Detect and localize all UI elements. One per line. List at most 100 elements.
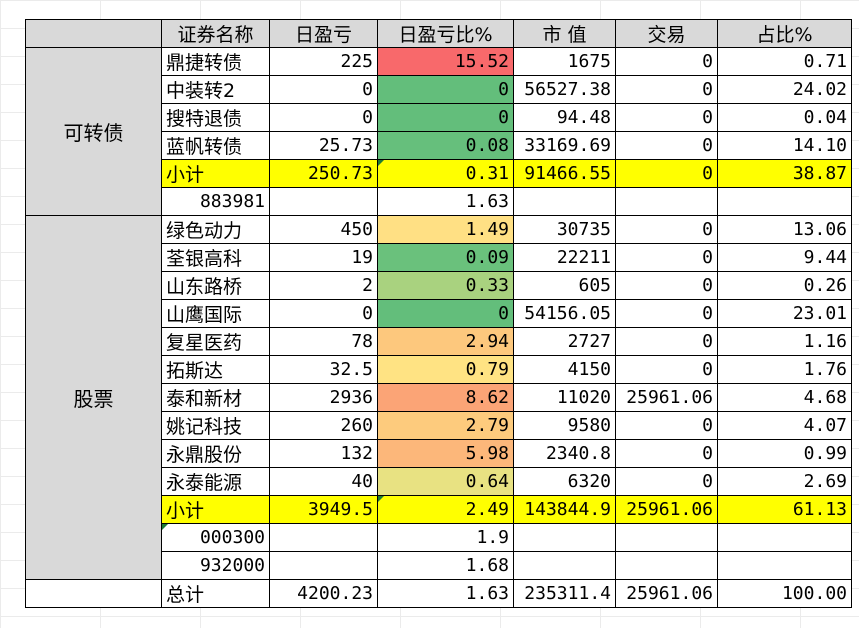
daily-pnl-pct-cell[interactable]: 5.98 [377,439,514,468]
trade-cell[interactable]: 0 [615,355,718,384]
empty-cell[interactable] [513,523,616,552]
share-pct-cell[interactable]: 0.04 [717,103,852,132]
security-name-cell[interactable]: 拓斯达 [161,355,270,384]
share-pct-cell[interactable]: 24.02 [717,75,852,104]
subtotal-pct-cell[interactable]: 2.49 [377,495,514,524]
empty-cell[interactable] [513,551,616,580]
subtotal-share-cell[interactable]: 61.13 [717,495,852,524]
daily-pnl-cell[interactable]: 0 [269,75,378,104]
index-pct-cell[interactable]: 1.63 [377,187,514,216]
security-name-cell[interactable]: 永鼎股份 [161,439,270,468]
share-pct-cell[interactable]: 0.71 [717,47,852,76]
share-pct-cell[interactable]: 1.76 [717,355,852,384]
share-pct-cell[interactable]: 4.07 [717,411,852,440]
share-pct-cell[interactable]: 0.99 [717,439,852,468]
trade-cell[interactable]: 25961.06 [615,383,718,412]
total-trade-cell[interactable]: 25961.06 [615,579,718,608]
security-name-cell[interactable]: 泰和新材 [161,383,270,412]
header-cell[interactable]: 市 值 [513,19,616,48]
index-pct-cell[interactable]: 1.9 [377,523,514,552]
daily-pnl-pct-cell[interactable]: 2.79 [377,411,514,440]
trade-cell[interactable]: 0 [615,243,718,272]
empty-cell[interactable] [615,523,718,552]
daily-pnl-cell[interactable]: 40 [269,467,378,496]
header-cell[interactable]: 日盈亏比% [377,19,514,48]
subtotal-label-cell[interactable]: 小计 [161,495,270,524]
daily-pnl-cell[interactable]: 0 [269,299,378,328]
share-pct-cell[interactable]: 14.10 [717,131,852,160]
daily-pnl-pct-cell[interactable]: 0.79 [377,355,514,384]
empty-cell[interactable] [615,551,718,580]
security-name-cell[interactable]: 复星医药 [161,327,270,356]
daily-pnl-cell[interactable]: 2936 [269,383,378,412]
subtotal-pct-cell[interactable]: 0.31 [377,159,514,188]
daily-pnl-cell[interactable]: 450 [269,215,378,244]
subtotal-pnl-cell[interactable]: 3949.5 [269,495,378,524]
header-cell[interactable]: 占比% [717,19,852,48]
subtotal-mv-cell[interactable]: 143844.9 [513,495,616,524]
trade-cell[interactable]: 0 [615,327,718,356]
daily-pnl-pct-cell[interactable]: 1.49 [377,215,514,244]
daily-pnl-pct-cell[interactable]: 0.33 [377,271,514,300]
subtotal-label-cell[interactable]: 小计 [161,159,270,188]
security-name-cell[interactable]: 山鹰国际 [161,299,270,328]
total-blank-cell[interactable] [25,579,162,608]
trade-cell[interactable]: 0 [615,47,718,76]
subtotal-share-cell[interactable]: 38.87 [717,159,852,188]
market-value-cell[interactable]: 54156.05 [513,299,616,328]
daily-pnl-cell[interactable]: 0 [269,103,378,132]
trade-cell[interactable]: 0 [615,411,718,440]
daily-pnl-pct-cell[interactable]: 0.09 [377,243,514,272]
share-pct-cell[interactable]: 4.68 [717,383,852,412]
daily-pnl-cell[interactable]: 32.5 [269,355,378,384]
daily-pnl-pct-cell[interactable]: 0.64 [377,467,514,496]
group-label-convertible[interactable]: 可转债 [25,47,162,216]
subtotal-pnl-cell[interactable]: 250.73 [269,159,378,188]
share-pct-cell[interactable]: 2.69 [717,467,852,496]
market-value-cell[interactable]: 6320 [513,467,616,496]
empty-cell[interactable] [269,187,378,216]
daily-pnl-pct-cell[interactable]: 2.94 [377,327,514,356]
header-cell[interactable]: 交易 [615,19,718,48]
daily-pnl-cell[interactable]: 132 [269,439,378,468]
share-pct-cell[interactable]: 9.44 [717,243,852,272]
security-name-cell[interactable]: 绿色动力 [161,215,270,244]
subtotal-trade-cell[interactable]: 0 [615,159,718,188]
daily-pnl-pct-cell[interactable]: 0 [377,103,514,132]
trade-cell[interactable]: 0 [615,271,718,300]
total-share-cell[interactable]: 100.00 [717,579,852,608]
security-name-cell[interactable]: 鼎捷转债 [161,47,270,76]
trade-cell[interactable]: 0 [615,75,718,104]
index-pct-cell[interactable]: 1.68 [377,551,514,580]
total-pnl-cell[interactable]: 4200.23 [269,579,378,608]
daily-pnl-cell[interactable]: 19 [269,243,378,272]
market-value-cell[interactable]: 2340.8 [513,439,616,468]
share-pct-cell[interactable]: 23.01 [717,299,852,328]
trade-cell[interactable]: 0 [615,103,718,132]
market-value-cell[interactable]: 22211 [513,243,616,272]
index-code-cell[interactable]: 000300 [161,523,270,552]
index-code-cell[interactable]: 883981 [161,187,270,216]
daily-pnl-pct-cell[interactable]: 0.08 [377,131,514,160]
total-pct-cell[interactable]: 1.63 [377,579,514,608]
daily-pnl-pct-cell[interactable]: 15.52 [377,47,514,76]
share-pct-cell[interactable]: 13.06 [717,215,852,244]
empty-cell[interactable] [615,187,718,216]
daily-pnl-cell[interactable]: 2 [269,271,378,300]
daily-pnl-pct-cell[interactable]: 0 [377,299,514,328]
market-value-cell[interactable]: 11020 [513,383,616,412]
share-pct-cell[interactable]: 0.26 [717,271,852,300]
empty-cell[interactable] [513,187,616,216]
market-value-cell[interactable]: 56527.38 [513,75,616,104]
daily-pnl-cell[interactable]: 78 [269,327,378,356]
empty-cell[interactable] [717,523,852,552]
market-value-cell[interactable]: 30735 [513,215,616,244]
index-code-cell[interactable]: 932000 [161,551,270,580]
daily-pnl-pct-cell[interactable]: 8.62 [377,383,514,412]
daily-pnl-pct-cell[interactable]: 0 [377,75,514,104]
daily-pnl-cell[interactable]: 25.73 [269,131,378,160]
security-name-cell[interactable]: 搜特退债 [161,103,270,132]
market-value-cell[interactable]: 4150 [513,355,616,384]
empty-cell[interactable] [269,523,378,552]
market-value-cell[interactable]: 2727 [513,327,616,356]
